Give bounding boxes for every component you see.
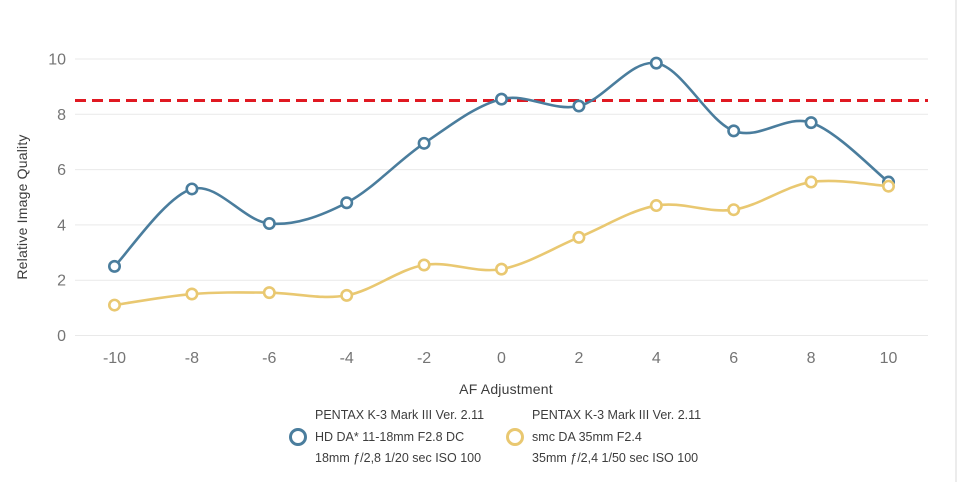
data-point-marker[interactable]: [340, 288, 354, 302]
data-point-marker[interactable]: [417, 258, 431, 272]
x-tick-label: 2: [574, 350, 583, 367]
data-point-marker[interactable]: [804, 116, 818, 130]
y-tick-label: 2: [57, 273, 66, 290]
legend-line-camera: PENTAX K-3 Mark III Ver. 2.11: [532, 408, 702, 422]
legend-entry-text: PENTAX K-3 Mark III Ver. 2.11 smc DA 35m…: [532, 405, 701, 470]
legend-entry-smc-da-35[interactable]: PENTAX K-3 Mark III Ver. 2.11 smc DA 35m…: [506, 405, 701, 470]
x-axis-title: AF Adjustment: [459, 381, 553, 397]
data-point-marker[interactable]: [649, 199, 663, 213]
x-tick-label: 0: [497, 350, 506, 367]
data-point-marker[interactable]: [262, 286, 276, 300]
x-tick-label: 4: [652, 350, 661, 367]
x-tick-label: -4: [340, 350, 354, 367]
x-tick-label: -2: [417, 350, 431, 367]
y-axis-title: Relative Image Quality: [14, 134, 30, 280]
x-tick-label: 6: [729, 350, 738, 367]
panel-right-edge-divider: [955, 0, 957, 482]
x-tick-label: -10: [103, 350, 126, 367]
data-point-marker[interactable]: [804, 175, 818, 189]
y-tick-label: 0: [57, 328, 66, 345]
data-point-marker[interactable]: [108, 259, 122, 273]
data-point-marker[interactable]: [572, 230, 586, 244]
data-point-marker[interactable]: [185, 287, 199, 301]
x-tick-label: -6: [262, 350, 276, 367]
data-point-marker[interactable]: [494, 92, 508, 106]
x-tick-label: 8: [807, 350, 816, 367]
x-tick-label: 10: [880, 350, 898, 367]
legend-line-lens: smc DA 35mm F2.4: [532, 429, 642, 444]
data-point-marker[interactable]: [494, 262, 508, 276]
legend: PENTAX K-3 Mark III Ver. 2.11 HD DA* 11-…: [289, 405, 701, 470]
y-tick-label: 6: [57, 162, 66, 179]
data-point-marker[interactable]: [572, 99, 586, 113]
legend-line-settings: 35mm ƒ/2,4 1/50 sec ISO 100: [532, 451, 699, 465]
data-point-marker[interactable]: [185, 182, 199, 196]
data-point-marker[interactable]: [262, 217, 276, 231]
data-point-marker[interactable]: [881, 179, 895, 193]
series-line-1: [113, 179, 890, 307]
legend-line-settings: 18mm ƒ/2,8 1/20 sec ISO 100: [315, 451, 482, 465]
data-point-marker[interactable]: [340, 196, 354, 210]
series-open-circle-marker-icon: [506, 428, 525, 447]
y-tick-label: 8: [57, 107, 66, 124]
y-tick-label: 10: [48, 52, 66, 69]
x-tick-label: -8: [185, 350, 199, 367]
legend-entry-hd-da-11-18[interactable]: PENTAX K-3 Mark III Ver. 2.11 HD DA* 11-…: [289, 405, 484, 470]
legend-entry-text: PENTAX K-3 Mark III Ver. 2.11 HD DA* 11-…: [315, 405, 484, 470]
data-point-marker[interactable]: [108, 298, 122, 312]
data-point-marker[interactable]: [417, 136, 431, 150]
series-open-circle-marker-icon: [289, 428, 307, 447]
legend-line-lens: HD DA* 11-18mm F2.8 DC: [315, 429, 465, 444]
data-point-marker[interactable]: [727, 124, 741, 138]
data-point-marker[interactable]: [727, 203, 741, 217]
y-tick-label: 4: [57, 217, 66, 234]
legend-line-camera: PENTAX K-3 Mark III Ver. 2.11: [315, 408, 485, 422]
data-point-marker[interactable]: [649, 56, 663, 70]
